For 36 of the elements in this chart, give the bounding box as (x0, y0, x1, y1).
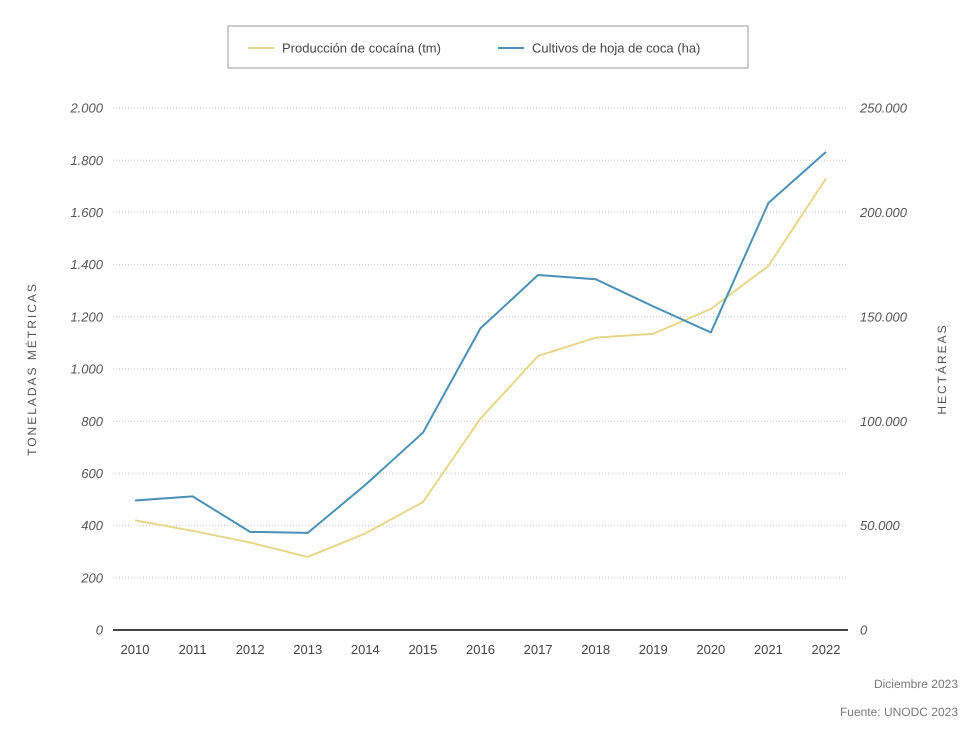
x-tick-label: 2011 (178, 642, 207, 657)
y2-tick-label: 150.000 (860, 309, 908, 324)
x-tick-label: 2019 (638, 642, 668, 657)
y-tick-label: 0 (96, 622, 104, 638)
y2-tick-label: 250.000 (859, 100, 908, 116)
text: Diciembre 2023 (874, 677, 958, 691)
y-tick-label: 800 (81, 414, 104, 429)
y-tick-label: 1.800 (70, 152, 104, 168)
y-tick-label: 1.600 (70, 204, 104, 220)
x-tick-label: 2016 (466, 642, 495, 657)
legend-label: Producción de cocaína (tm) (282, 40, 441, 56)
y-tick-label: 600 (81, 466, 104, 481)
y-tick-label: 1.200 (70, 309, 104, 324)
y-tick-label: 400 (81, 518, 104, 534)
x-tick-label: 2014 (350, 642, 380, 657)
y2-tick-label: 200.000 (859, 204, 908, 220)
legend-label: Cultivos de hoja de coca (ha) (532, 40, 700, 56)
y-tick-label: 1.400 (70, 257, 104, 272)
x-tick-label: 2012 (236, 642, 265, 657)
y-tick-label: 200 (80, 570, 104, 586)
x-tick-label: 2022 (812, 642, 840, 657)
x-tick-label: 2015 (408, 642, 438, 657)
y2-tick-label: 0 (860, 622, 868, 638)
x-tick-label: 2020 (696, 642, 726, 657)
x-tick-label: 2017 (524, 642, 553, 657)
y2-tick-label: 50.000 (860, 518, 901, 534)
x-tick-label: 2018 (581, 642, 610, 657)
y-axis-title: TONELADAS MÉTRICAS (25, 282, 39, 456)
x-tick-label: 2013 (293, 642, 322, 657)
y2-tick-label: 100.000 (860, 414, 908, 429)
x-tick-label: 2021 (754, 642, 783, 657)
y-tick-label: 2.000 (69, 100, 104, 116)
x-tick-label: 2010 (120, 642, 150, 657)
source-note: Fuente: UNODC 2023 (840, 705, 958, 719)
y2-axis-title: HECTÁREAS (935, 323, 949, 415)
y-tick-label: 1.000 (70, 362, 104, 377)
